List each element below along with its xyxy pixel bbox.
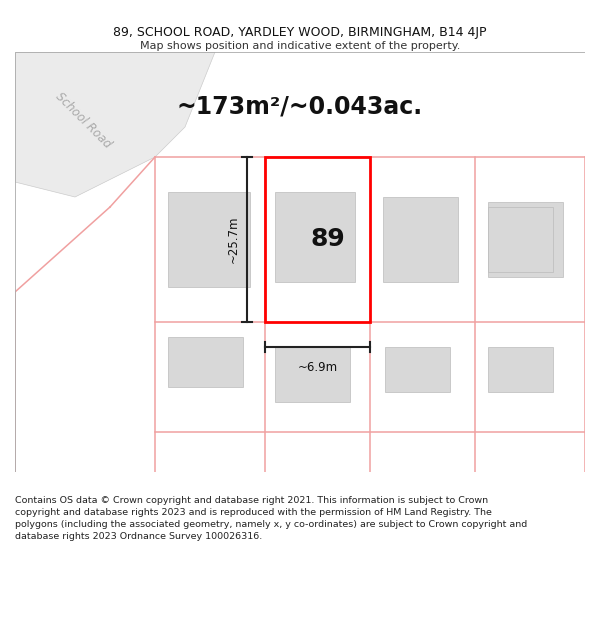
Bar <box>488 202 563 277</box>
Polygon shape <box>15 52 215 197</box>
Text: 89, SCHOOL ROAD, YARDLEY WOOD, BIRMINGHAM, B14 4JP: 89, SCHOOL ROAD, YARDLEY WOOD, BIRMINGHA… <box>113 26 487 39</box>
Bar <box>385 347 450 392</box>
Text: ~25.7m: ~25.7m <box>227 216 239 263</box>
Bar <box>265 157 370 322</box>
Text: School Road: School Road <box>53 89 113 151</box>
Text: Contains OS data © Crown copyright and database right 2021. This information is : Contains OS data © Crown copyright and d… <box>15 496 527 541</box>
Bar <box>275 347 350 402</box>
Bar <box>488 207 553 272</box>
Text: ~173m²/~0.043ac.: ~173m²/~0.043ac. <box>177 95 423 119</box>
Bar <box>383 197 458 282</box>
Bar <box>168 192 250 287</box>
Bar <box>488 347 553 392</box>
Text: 89: 89 <box>310 228 345 251</box>
Text: Map shows position and indicative extent of the property.: Map shows position and indicative extent… <box>140 41 460 51</box>
Bar <box>275 192 355 282</box>
Bar <box>168 337 243 387</box>
Text: ~6.9m: ~6.9m <box>298 361 338 374</box>
